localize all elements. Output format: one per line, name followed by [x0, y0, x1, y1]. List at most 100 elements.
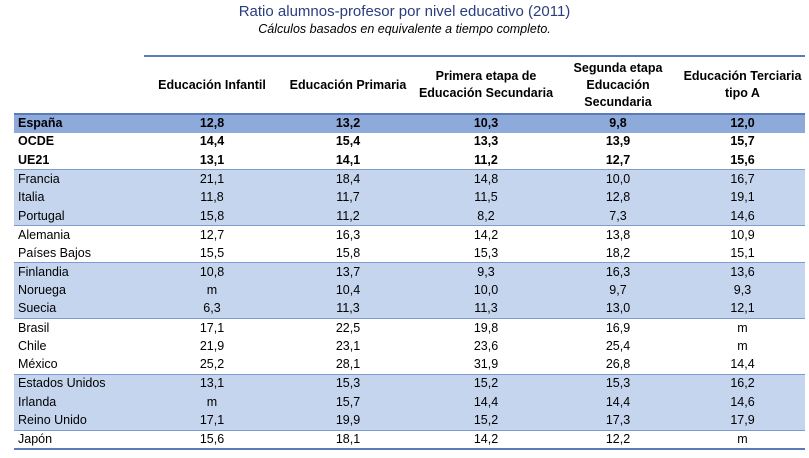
table-row: Alemania 12,7 16,3 14,2 13,8 10,9 [14, 226, 805, 245]
table-cell: 13,0 [556, 299, 680, 320]
table-cell: 18,2 [556, 244, 680, 264]
table-row: Italia 11,8 11,7 11,5 12,8 19,1 [14, 188, 805, 207]
column-header-infantil: Educación Infantil [144, 55, 280, 114]
table-row: OCDE 14,4 15,4 13,3 13,9 15,7 [14, 133, 805, 152]
table-cell: 15,6 [680, 151, 805, 171]
table-cell: 18,4 [280, 169, 416, 189]
row-label: Noruega [14, 281, 144, 300]
row-label: México [14, 355, 144, 375]
row-label: Reino Unido [14, 411, 144, 431]
table-cell: 25,4 [605, 338, 631, 353]
table-row: Estados Unidos 13,1 15,3 15,2 15,3 16,2 [14, 374, 805, 393]
table-cell: m [737, 320, 748, 335]
table-cell: 9,8 [556, 113, 680, 133]
table-cell: 8,2 [416, 206, 556, 227]
table-row: Irlanda m 15,7 14,4 14,4 14,6 [14, 392, 805, 412]
column-header-terciaria: Educación Terciaria tipo A [680, 55, 805, 114]
column-header-secundaria-2: Segunda etapa Educación Secundaria [556, 55, 680, 114]
row-label: Francia [14, 169, 144, 189]
column-header-secundaria-1: Primera etapa de Educación Secundaria [416, 55, 556, 114]
table-cell: 10,0 [556, 169, 680, 189]
table-cell: 14,2 [416, 430, 556, 450]
row-label: Brasil [18, 320, 50, 335]
table-cell: 18,1 [280, 430, 416, 450]
table-row: Japón 15,6 18,1 14,2 12,2 m [14, 430, 805, 450]
table-cell: 15,5 [144, 244, 280, 264]
table-cell: 11,8 [144, 188, 280, 207]
table-cell: 12,7 [199, 227, 225, 242]
table-cell: 15,2 [416, 411, 556, 431]
row-label: Irlanda [14, 392, 144, 412]
table-cell: 13,1 [144, 374, 280, 393]
table-row: Finlandia 10,8 13,7 9,3 16,3 13,6 [14, 262, 805, 282]
table-cell: 15,8 [280, 244, 416, 264]
table-cell: 14,2 [473, 227, 499, 242]
table-cell: 12,0 [680, 113, 805, 133]
table-cell: 15,1 [680, 244, 805, 264]
table-cell: 11,2 [280, 206, 416, 227]
table-cell: 15,7 [730, 134, 755, 149]
table-row: Reino Unido 17,1 19,9 15,2 17,3 17,9 [14, 411, 805, 431]
table-cell: 13,1 [144, 151, 280, 171]
table-cell: 14,1 [280, 151, 416, 171]
table-cell: 15,3 [416, 244, 556, 264]
table-row: Brasil 17,1 22,5 19,8 16,9 m [14, 319, 805, 338]
table-cell: 11,5 [416, 188, 556, 207]
table-cell: 15,4 [335, 134, 361, 149]
table-cell: m [737, 338, 748, 353]
table-row: UE21 13,1 14,1 11,2 12,7 15,6 [14, 151, 805, 171]
row-label: España [14, 113, 144, 133]
row-label: Países Bajos [14, 244, 144, 264]
table-cell: 17,9 [680, 411, 805, 431]
row-label: Alemania [18, 227, 71, 242]
table-cell: m [680, 430, 805, 450]
row-label: Portugal [14, 206, 144, 227]
table-cell: 10,3 [416, 113, 556, 133]
table-cell: 14,8 [416, 169, 556, 189]
table-cell: 16,3 [335, 227, 361, 242]
table-cell: 19,8 [473, 320, 499, 335]
row-label: Suecia [14, 299, 144, 320]
table-cell: 17,3 [556, 411, 680, 431]
table-cell: 15,3 [280, 374, 416, 393]
row-label: OCDE [18, 134, 55, 149]
table-cell: 16,9 [605, 320, 631, 335]
table-row: México 25,2 28,1 31,9 26,8 14,4 [14, 355, 805, 375]
table-cell: 28,1 [280, 355, 416, 375]
header-row: Educación Infantil Educación Primaria Pr… [14, 55, 805, 114]
table-cell: 13,7 [280, 262, 416, 282]
table-cell: 13,3 [473, 134, 499, 149]
table-cell: 15,8 [144, 206, 280, 227]
row-label: Finlandia [14, 262, 144, 282]
table-cell: 14,4 [556, 392, 680, 412]
table-title: Ratio alumnos-profesor por nivel educati… [238, 3, 571, 20]
table-cell: 12,7 [556, 151, 680, 171]
table-row: Países Bajos 15,5 15,8 15,3 18,2 15,1 [14, 244, 805, 264]
table-cell: 10,0 [416, 281, 556, 300]
table-cell: 31,9 [416, 355, 556, 375]
table-subtitle: Cálculos basados en equivalente a tiempo… [258, 22, 551, 36]
table-body: España 12,8 13,2 10,3 9,8 12,0 OCDE 14,4 15,4 13,… [14, 113, 805, 450]
table-row: Portugal 15,8 11,2 8,2 7,3 14,6 [14, 206, 805, 227]
table-cell: 10,4 [280, 281, 416, 300]
ratio-table: Educación Infantil Educación Primaria Pr… [14, 55, 805, 450]
table-cell: 23,1 [335, 338, 361, 353]
table-cell: 25,2 [144, 355, 280, 375]
table-cell: 14,4 [416, 392, 556, 412]
table-cell: 10,8 [144, 262, 280, 282]
column-header-primaria: Educación Primaria [280, 55, 416, 114]
table-cell: 12,8 [144, 113, 280, 133]
row-label: UE21 [14, 151, 144, 171]
row-label: Estados Unidos [14, 374, 144, 393]
table-row: Suecia 6,3 11,3 11,3 13,0 12,1 [14, 299, 805, 320]
table-cell: 19,9 [280, 411, 416, 431]
table-cell: 14,6 [680, 206, 805, 227]
table-cell: 7,3 [556, 206, 680, 227]
table-cell: 17,1 [199, 320, 225, 335]
table-cell: 26,8 [556, 355, 680, 375]
table-cell: 14,6 [680, 392, 805, 412]
table-cell: 22,5 [335, 320, 361, 335]
table-cell: 16,2 [680, 374, 805, 393]
row-label: Japón [14, 430, 144, 450]
table-cell: m [144, 281, 280, 300]
